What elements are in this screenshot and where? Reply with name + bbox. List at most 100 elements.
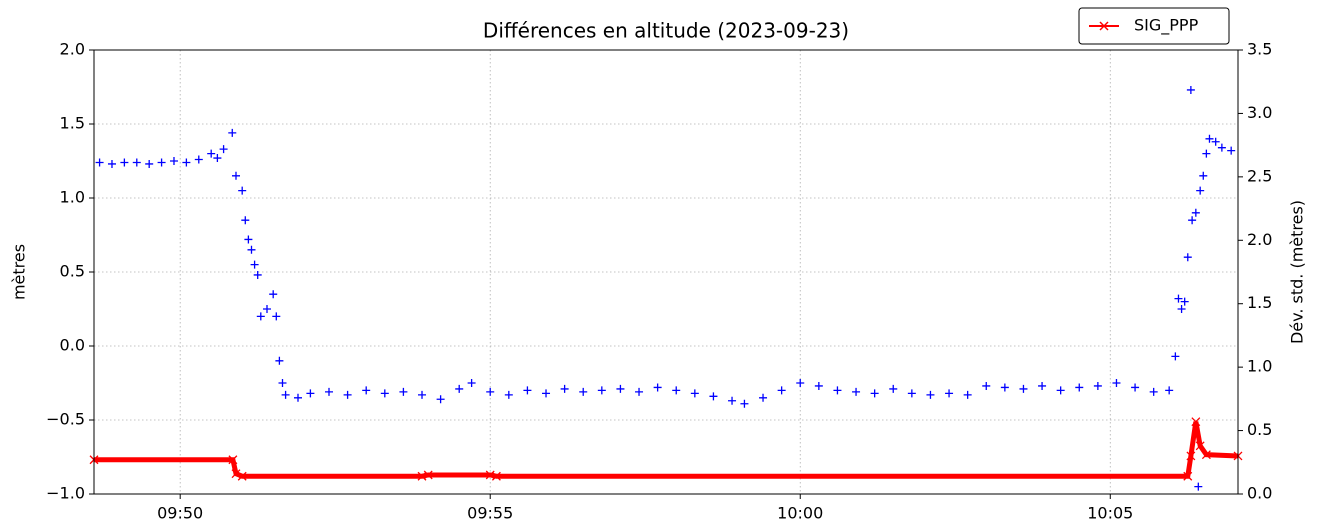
point — [343, 390, 352, 399]
point — [1199, 171, 1208, 180]
y2-tick-label: 3.0 — [1247, 103, 1272, 122]
point — [852, 387, 861, 396]
point — [1093, 381, 1102, 390]
point — [207, 149, 216, 158]
legend-label: SIG_PPP — [1134, 16, 1199, 36]
y-tick-label: −1.0 — [46, 484, 85, 503]
point — [1188, 216, 1197, 225]
point — [926, 390, 935, 399]
y-tick-label: 0.0 — [60, 336, 85, 355]
y2-tick-label: 2.5 — [1247, 166, 1272, 185]
point — [272, 312, 281, 321]
point — [672, 386, 681, 395]
point — [169, 157, 178, 165]
y-tick-label: 1.5 — [60, 114, 85, 133]
point — [237, 471, 247, 481]
point — [777, 386, 786, 395]
point — [1165, 386, 1174, 395]
y-tick-label: 2.0 — [60, 40, 85, 59]
point — [1186, 85, 1195, 94]
point — [709, 392, 718, 401]
point — [1211, 137, 1220, 146]
point — [362, 386, 371, 395]
point — [1019, 384, 1028, 393]
legend-box — [1078, 7, 1230, 45]
plot-frame — [93, 49, 1239, 495]
point — [1191, 417, 1201, 427]
point — [1075, 383, 1084, 392]
point — [194, 155, 203, 164]
point — [250, 260, 259, 269]
point — [467, 379, 476, 387]
y2-tick-label: 0.5 — [1247, 420, 1272, 439]
point — [228, 455, 238, 465]
point — [486, 387, 495, 396]
point — [690, 389, 699, 398]
point — [560, 384, 569, 393]
y-tick-label: 1.0 — [60, 188, 85, 207]
point — [1196, 186, 1205, 195]
point — [306, 389, 315, 398]
point — [120, 158, 129, 167]
point — [281, 390, 290, 399]
point — [95, 158, 104, 167]
point — [1038, 381, 1047, 390]
point — [1112, 379, 1121, 387]
point — [231, 171, 240, 180]
point — [814, 381, 823, 390]
point — [231, 469, 241, 479]
point — [889, 384, 898, 393]
point — [256, 312, 265, 321]
point — [1174, 294, 1183, 303]
point — [982, 381, 991, 390]
point — [436, 395, 445, 404]
point — [833, 386, 842, 395]
point — [247, 245, 256, 254]
point — [1149, 387, 1158, 396]
point — [523, 386, 532, 395]
point — [262, 305, 271, 313]
y2-tick-label: 3.5 — [1247, 40, 1272, 59]
point — [244, 235, 253, 244]
point — [238, 186, 247, 195]
point — [796, 379, 805, 387]
x-tick-label: 09:50 — [157, 504, 203, 523]
point — [740, 399, 749, 408]
point — [542, 389, 551, 398]
point — [491, 471, 501, 481]
point — [653, 383, 662, 392]
point — [728, 396, 737, 405]
point — [1056, 386, 1065, 395]
point — [579, 387, 588, 396]
point — [241, 216, 250, 225]
point — [597, 386, 606, 395]
point — [418, 390, 427, 399]
point — [253, 270, 262, 279]
point — [1201, 450, 1211, 460]
point — [399, 387, 408, 396]
point — [504, 390, 513, 399]
point — [1183, 471, 1193, 481]
x-tick-label: 10:00 — [777, 504, 823, 523]
y2-axis-label: Dév. std. (mètres) — [1288, 200, 1307, 344]
point — [1191, 208, 1200, 217]
point — [325, 387, 334, 396]
y2-tick-label: 2.0 — [1247, 230, 1272, 249]
y-tick-label: 0.5 — [60, 262, 85, 281]
point — [945, 389, 954, 398]
point — [1227, 146, 1236, 155]
y2-tick-label: 0.0 — [1247, 484, 1272, 503]
point — [1205, 134, 1214, 143]
point — [1195, 441, 1205, 451]
point — [182, 158, 191, 167]
point — [1183, 253, 1192, 262]
point — [213, 154, 222, 163]
point — [107, 159, 116, 168]
point — [380, 389, 389, 398]
point — [963, 390, 972, 399]
point — [1171, 352, 1180, 361]
legend-marker — [1099, 21, 1109, 31]
x-tick-label: 09:55 — [467, 504, 513, 523]
point — [759, 393, 768, 402]
